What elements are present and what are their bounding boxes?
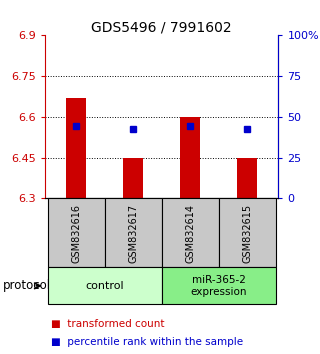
- Bar: [162, 267, 276, 304]
- Text: control: control: [85, 281, 124, 291]
- Text: GSM832617: GSM832617: [128, 204, 138, 263]
- Title: GDS5496 / 7991602: GDS5496 / 7991602: [91, 20, 232, 34]
- Bar: [48, 198, 105, 267]
- Bar: [105, 198, 162, 267]
- Bar: [237, 158, 257, 198]
- Text: miR-365-2
expression: miR-365-2 expression: [190, 275, 247, 297]
- Bar: [219, 198, 276, 267]
- Text: ■  percentile rank within the sample: ■ percentile rank within the sample: [51, 337, 243, 347]
- Bar: [180, 117, 200, 198]
- Text: GSM832614: GSM832614: [185, 204, 195, 263]
- Text: GSM832616: GSM832616: [71, 204, 81, 263]
- Bar: [123, 158, 143, 198]
- Text: ■  transformed count: ■ transformed count: [51, 319, 165, 329]
- Bar: [162, 198, 219, 267]
- Text: protocol: protocol: [3, 279, 51, 292]
- Bar: [66, 98, 86, 198]
- Bar: [48, 267, 162, 304]
- Text: GSM832615: GSM832615: [242, 204, 252, 263]
